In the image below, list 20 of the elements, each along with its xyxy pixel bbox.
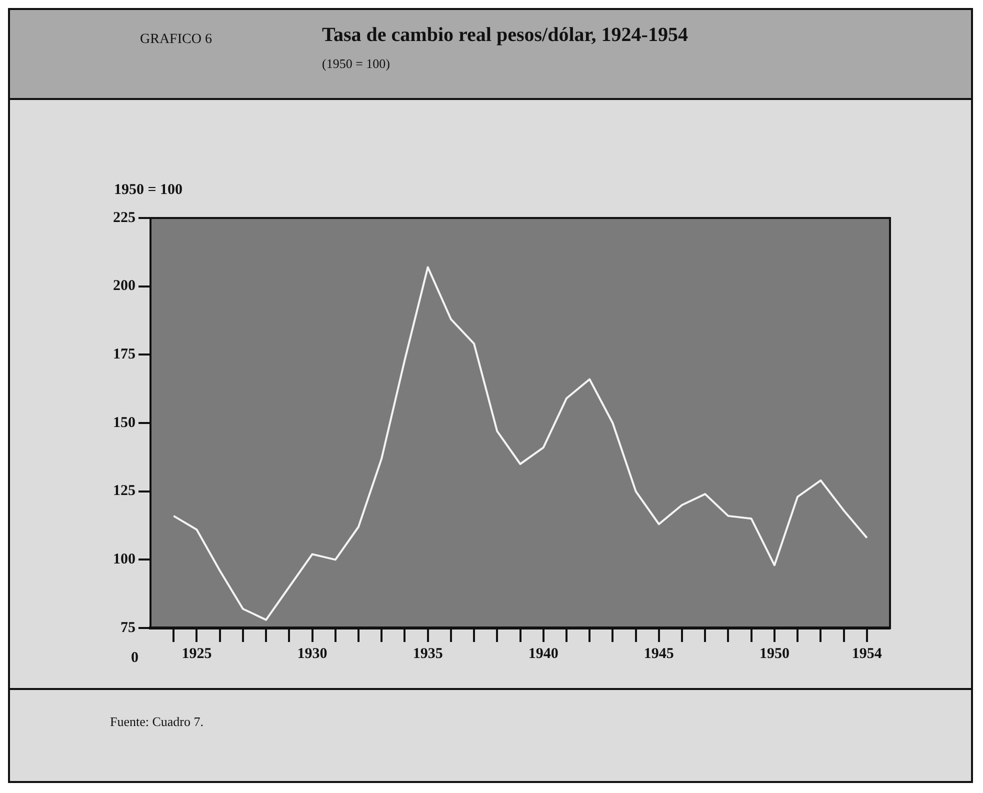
text: 0 xyxy=(131,650,138,666)
text: GRAFICO 6 xyxy=(140,32,212,48)
y-tick-label: 75 xyxy=(120,620,136,636)
y-axis-title: 1950 = 100 xyxy=(114,182,183,199)
x-tick-label: 1954 xyxy=(852,646,882,662)
y-tick-label: 225 xyxy=(113,210,136,226)
y-tick-label: 100 xyxy=(113,552,136,568)
x-tick-label: 1950 xyxy=(759,646,790,662)
x-tick-label: 1945 xyxy=(644,646,674,662)
y-tick-label: 200 xyxy=(113,278,136,294)
chart-subtitle: (1950 = 100) xyxy=(322,56,390,72)
y-tick-label: 150 xyxy=(113,414,136,431)
y-tick-label: 125 xyxy=(113,483,136,500)
x-tick-label: 1935 xyxy=(412,646,443,662)
x-tick-label: 1940 xyxy=(528,646,558,662)
x-tick-label: 1925 xyxy=(182,646,212,662)
x-tick-label: 1930 xyxy=(297,646,328,662)
chart-title: Tasa de cambio real pesos/dólar, 1924-1954 xyxy=(322,24,688,47)
y-tick-label: 175 xyxy=(113,346,136,363)
source-note: Fuente: Cuadro 7. xyxy=(10,688,971,730)
